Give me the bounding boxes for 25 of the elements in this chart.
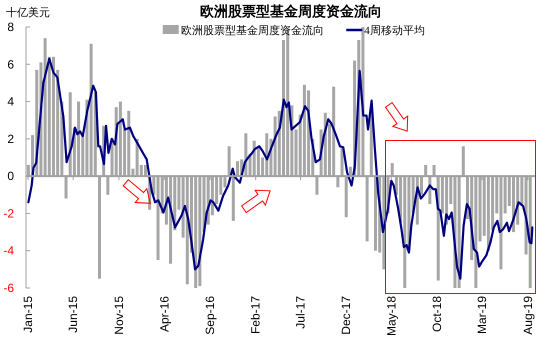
y-tick-label: 2 [7, 132, 14, 146]
x-tick-label: Feb-17 [248, 296, 263, 334]
line-series [27, 58, 534, 280]
x-tick-label: Jul-17 [294, 296, 308, 329]
y-tick-label: -6 [3, 281, 14, 295]
x-tick-label: Sep-16 [203, 296, 218, 335]
x-tick-label: Jan-15 [21, 296, 36, 333]
y-tick-label: -4 [3, 244, 14, 258]
x-tick-label: May-18 [384, 296, 398, 336]
y-tick-label: 8 [7, 20, 14, 34]
y-tick-label: 6 [7, 57, 14, 72]
x-tick-label: Mar-19 [475, 296, 490, 334]
y-tick-label: 0 [7, 169, 14, 184]
x-tick-label: Dec-17 [339, 296, 354, 335]
legend-label: 4周移动平均 [364, 25, 425, 37]
x-tick-label: Nov-15 [112, 296, 126, 335]
chart-title: 欧洲股票型基金周度资金流向 [200, 3, 382, 20]
x-tick-label: Jun-15 [66, 296, 80, 333]
y-axis-title: 十亿美元 [6, 6, 50, 19]
y-tick-label: 4 [7, 94, 14, 109]
x-tick-label: Oct-18 [430, 296, 444, 332]
legend-label: 欧洲股票型基金周度资金流向 [180, 24, 324, 37]
y-tick-label: -2 [3, 206, 14, 220]
x-tick-label: Apr-16 [157, 296, 172, 332]
x-tick-label: Aug-19 [520, 296, 535, 335]
